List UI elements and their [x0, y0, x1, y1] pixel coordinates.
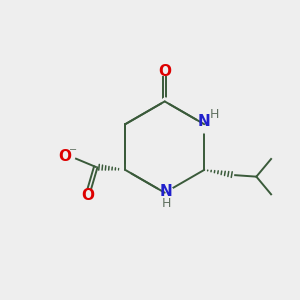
Text: N: N: [160, 184, 172, 199]
Text: −: −: [69, 146, 77, 155]
Text: O: O: [81, 188, 94, 203]
Text: H: H: [161, 197, 171, 210]
Text: O: O: [158, 64, 171, 79]
Text: O: O: [58, 149, 71, 164]
Text: N: N: [198, 114, 211, 129]
Text: H: H: [210, 108, 219, 121]
